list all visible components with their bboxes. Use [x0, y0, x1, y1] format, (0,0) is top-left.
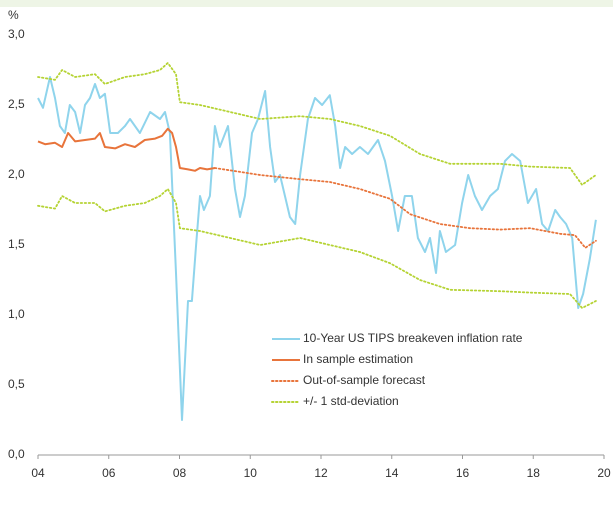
y-tick-label: 2,5	[8, 97, 25, 111]
legend-label: Out-of-sample forecast	[303, 373, 426, 387]
x-tick-label: 18	[527, 466, 541, 480]
y-tick-label: 1,0	[8, 307, 25, 321]
x-tick-label: 12	[314, 466, 328, 480]
legend-label: 10-Year US TIPS breakeven inflation rate	[303, 331, 523, 345]
legend-label: +/- 1 std-deviation	[303, 394, 399, 408]
y-tick-label: 0,5	[8, 377, 25, 391]
y-unit: %	[8, 8, 19, 22]
legend-label: In sample estimation	[303, 352, 413, 366]
x-tick-label: 06	[102, 466, 116, 480]
y-tick-label: 1,5	[8, 237, 25, 251]
x-tick-label: 04	[31, 466, 45, 480]
x-tick-label: 08	[173, 466, 187, 480]
y-tick-label: 3,0	[8, 27, 25, 41]
y-tick-label: 0,0	[8, 447, 25, 461]
top-band	[0, 0, 613, 7]
series-line	[37, 76, 597, 421]
series-line	[37, 62, 597, 186]
series-line	[37, 127, 216, 172]
x-tick-label: 10	[244, 466, 258, 480]
x-tick-label: 20	[597, 466, 611, 480]
y-tick-label: 2,0	[8, 167, 25, 181]
x-tick-label: 16	[456, 466, 470, 480]
series-line	[214, 167, 597, 249]
x-tick-label: 14	[385, 466, 399, 480]
series-line	[37, 188, 597, 309]
